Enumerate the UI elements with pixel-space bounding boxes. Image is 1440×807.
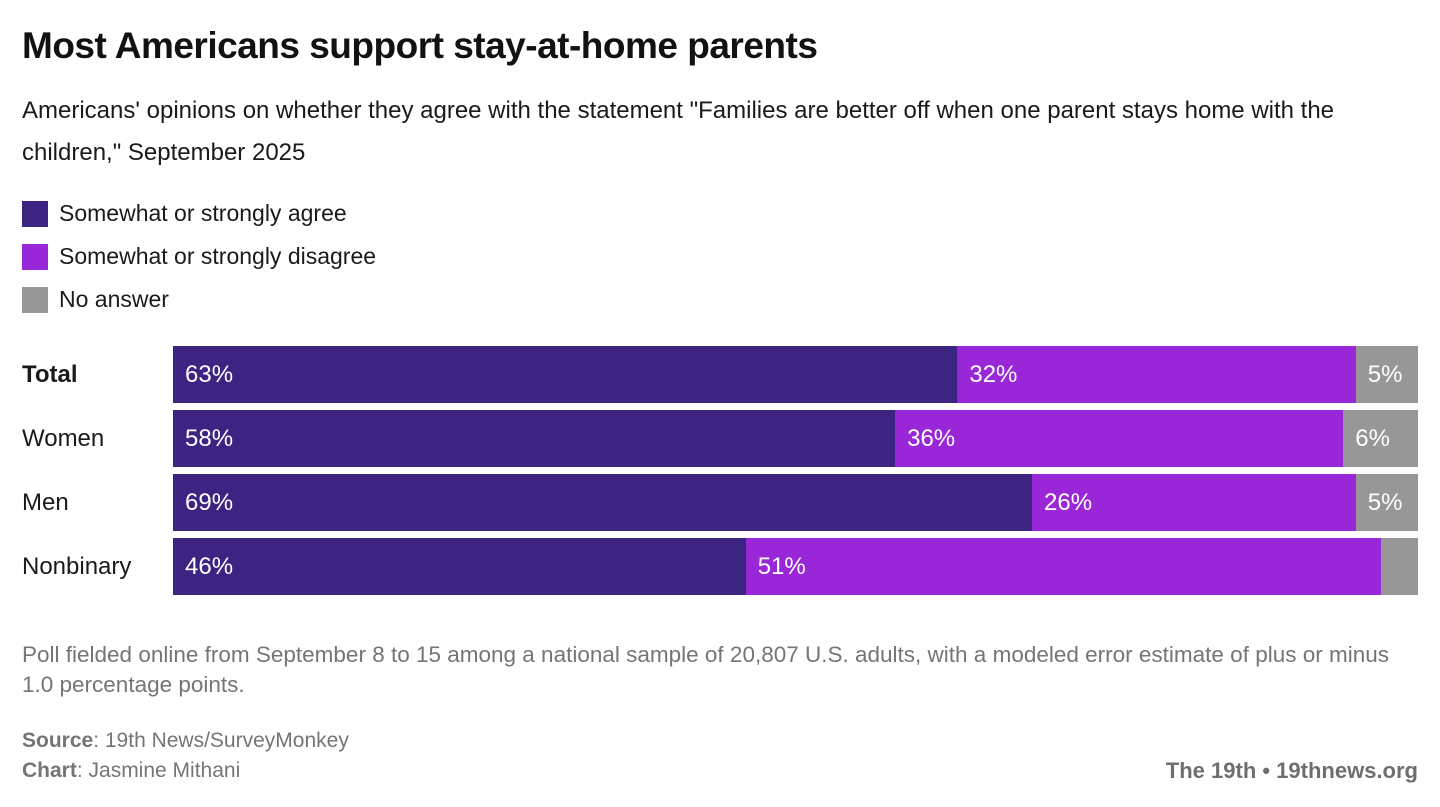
legend-swatch-no-answer xyxy=(22,286,48,313)
segment-value: 58% xyxy=(185,424,234,452)
segment-value: 5% xyxy=(1367,488,1403,516)
bar-nonbinary: 46% 51% xyxy=(173,538,1418,596)
page-title: Most Americans support stay-at-home pare… xyxy=(22,25,818,66)
segment-men-agree: 69% xyxy=(173,474,1033,532)
segment-total-agree: 63% xyxy=(173,346,958,404)
chart-credit-value: : Jasmine Mithani xyxy=(76,759,241,783)
org-credit: The 19th • 19thnews.org xyxy=(1165,758,1418,784)
segment-value: 63% xyxy=(185,360,234,388)
legend-item-no-answer: No answer xyxy=(22,286,1418,313)
legend-label-agree: Somewhat or strongly agree xyxy=(59,200,347,227)
bar-row-men: Men 69% 26% 5% xyxy=(22,474,1418,532)
legend-item-agree: Somewhat or strongly agree xyxy=(22,200,1418,227)
source-value: : 19th News/SurveyMonkey xyxy=(93,729,349,753)
source-label: Source xyxy=(22,729,94,753)
stacked-bar-chart: Total 63% 32% 5% Women 58% 36% 6% Men 69… xyxy=(22,346,1418,596)
segment-value: 36% xyxy=(907,424,956,452)
bar-women: 58% 36% 6% xyxy=(173,410,1418,468)
chart-credit-line: Chart: Jasmine Mithani xyxy=(22,756,349,786)
category-label-men: Men xyxy=(22,488,69,516)
footer: Source: 19th News/SurveyMonkey Chart: Ja… xyxy=(22,726,1418,786)
legend: Somewhat or strongly agree Somewhat or s… xyxy=(22,200,1418,313)
segment-value: 6% xyxy=(1355,424,1390,452)
segment-men-disagree: 26% xyxy=(1032,474,1356,532)
segment-value: 32% xyxy=(969,360,1018,388)
bar-row-women: Women 58% 36% 6% xyxy=(22,410,1418,468)
segment-value: 5% xyxy=(1367,360,1403,388)
segment-nonbinary-disagree: 51% xyxy=(745,538,1381,596)
segment-men-no-answer: 5% xyxy=(1355,474,1418,532)
bar-row-total: Total 63% 32% 5% xyxy=(22,346,1418,404)
segment-value: 51% xyxy=(757,552,806,580)
segment-total-disagree: 32% xyxy=(957,346,1356,404)
segment-women-agree: 58% xyxy=(173,410,896,468)
legend-item-disagree: Somewhat or strongly disagree xyxy=(22,243,1418,270)
segment-nonbinary-agree: 46% xyxy=(173,538,746,596)
category-label-total: Total xyxy=(22,360,78,388)
segment-women-disagree: 36% xyxy=(895,410,1344,468)
segment-nonbinary-no-answer xyxy=(1380,538,1418,596)
methodology-note: Poll fielded online from September 8 to … xyxy=(22,642,1389,698)
segment-value: 26% xyxy=(1044,488,1093,516)
segment-women-no-answer: 6% xyxy=(1343,410,1418,468)
chart-credit-label: Chart xyxy=(22,759,77,783)
legend-label-disagree: Somewhat or strongly disagree xyxy=(59,243,377,270)
source-line: Source: 19th News/SurveyMonkey xyxy=(22,726,349,756)
source-credit-block: Source: 19th News/SurveyMonkey Chart: Ja… xyxy=(22,726,349,786)
legend-swatch-agree xyxy=(22,200,48,227)
segment-total-no-answer: 5% xyxy=(1355,346,1418,404)
bar-row-nonbinary: Nonbinary 46% 51% xyxy=(22,538,1418,596)
legend-label-no-answer: No answer xyxy=(59,286,169,313)
legend-swatch-disagree xyxy=(22,243,48,270)
category-label-women: Women xyxy=(22,424,105,452)
bar-men: 69% 26% 5% xyxy=(173,474,1418,532)
segment-value: 46% xyxy=(185,552,234,580)
chart-subtitle: Americans' opinions on whether they agre… xyxy=(22,97,1335,167)
segment-value: 69% xyxy=(185,488,234,516)
category-label-nonbinary: Nonbinary xyxy=(22,552,132,580)
bar-total: 63% 32% 5% xyxy=(173,346,1418,404)
